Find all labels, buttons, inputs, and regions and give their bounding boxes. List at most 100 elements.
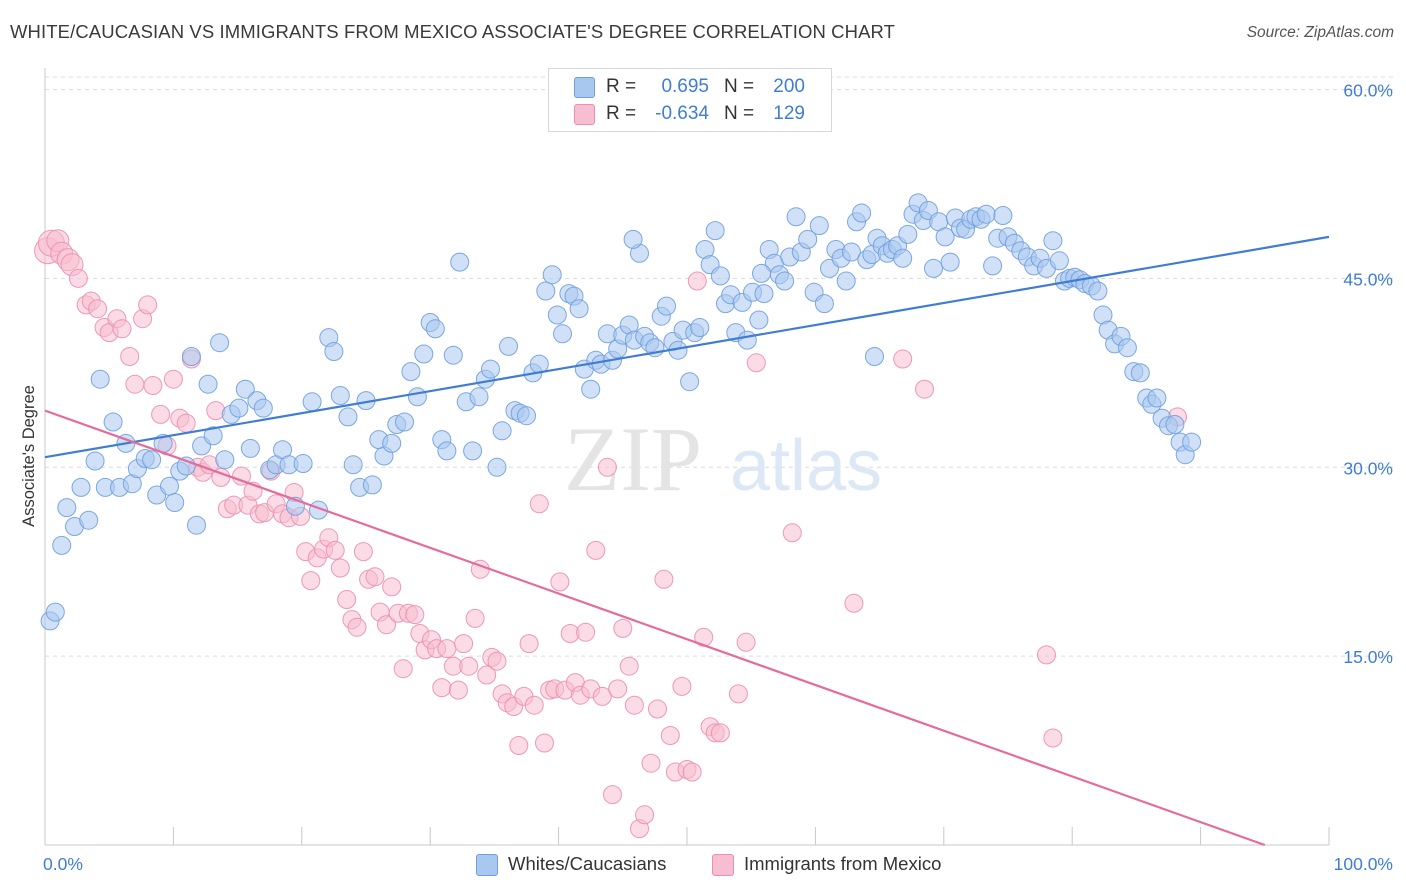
data-point <box>657 296 676 316</box>
series-legend: Whites/Caucasians Immigrants from Mexico <box>0 852 1406 878</box>
data-point <box>786 207 806 227</box>
trend-lines <box>44 235 1330 847</box>
data-point <box>45 602 65 622</box>
data-point <box>215 450 235 470</box>
data-point <box>88 299 108 319</box>
data-point <box>1165 415 1185 434</box>
legend-r-label: R = <box>606 76 637 97</box>
legend-label: Whites/Caucasians <box>508 853 667 874</box>
legend-r-label: R = <box>606 103 637 124</box>
trend-line-whites <box>44 235 1330 459</box>
data-point <box>893 248 913 268</box>
data-point <box>125 374 145 394</box>
y-tick-labels: 15.0% 30.0% 45.0% 60.0% <box>1343 81 1393 668</box>
data-point <box>898 224 918 244</box>
data-point <box>401 362 421 382</box>
data-point <box>1049 251 1069 271</box>
data-point <box>603 785 622 805</box>
data-point <box>737 330 757 350</box>
data-point <box>592 686 612 706</box>
data-point <box>623 229 643 249</box>
series-immigrants-from-mexico <box>34 229 1187 839</box>
data-point <box>542 265 562 285</box>
data-point <box>138 295 158 315</box>
data-point <box>232 466 251 486</box>
data-point <box>1037 645 1056 665</box>
y-tick-label: 60.0% <box>1343 81 1393 101</box>
data-point <box>641 753 661 773</box>
x-tick-label: 100.0% <box>1334 854 1393 874</box>
data-point <box>798 229 818 249</box>
data-point <box>240 438 260 458</box>
data-point <box>775 271 795 291</box>
data-point <box>120 347 140 366</box>
data-point <box>841 242 861 262</box>
data-point <box>203 426 223 446</box>
data-point <box>302 392 322 412</box>
data-point <box>52 535 72 555</box>
data-point <box>454 634 474 654</box>
data-point <box>635 805 655 825</box>
data-point <box>448 680 468 700</box>
data-point <box>163 369 183 389</box>
data-point <box>469 387 489 407</box>
data-point <box>463 441 483 461</box>
data-point <box>393 659 413 679</box>
watermark: ZIP atlas <box>564 408 882 510</box>
data-point <box>517 406 536 426</box>
data-point <box>654 569 674 589</box>
source-label: Source: ZipAtlas.com <box>1246 24 1394 41</box>
data-point <box>477 665 497 685</box>
data-point <box>935 227 955 247</box>
trend-line-mexico <box>44 409 1266 847</box>
data-point <box>198 374 218 394</box>
data-point <box>160 476 179 496</box>
data-point <box>437 441 457 461</box>
data-point <box>680 372 700 392</box>
data-point <box>338 407 358 427</box>
data-point <box>746 353 766 373</box>
data-point <box>210 333 230 353</box>
data-point <box>613 618 633 638</box>
data-point <box>1043 231 1063 251</box>
data-point <box>330 386 350 405</box>
data-point <box>660 726 680 745</box>
data-point <box>749 310 769 330</box>
data-point <box>1130 363 1150 383</box>
data-point <box>432 678 452 698</box>
data-point <box>682 762 702 782</box>
chart-title: WHITE/CAUCASIAN VS IMMIGRANTS FROM MEXIC… <box>10 21 896 42</box>
data-point <box>112 319 132 339</box>
data-point <box>450 252 470 272</box>
data-point <box>924 258 943 278</box>
legend-swatch-pink <box>574 104 595 125</box>
data-point <box>581 379 601 399</box>
legend-r-value: -0.634 <box>655 103 709 124</box>
data-point <box>142 450 162 470</box>
legend-r-value: 0.695 <box>661 76 709 97</box>
data-point <box>103 412 123 432</box>
data-point <box>68 268 88 288</box>
data-point <box>809 216 829 236</box>
data-point <box>377 615 396 635</box>
y-tick-label: 15.0% <box>1343 647 1393 667</box>
data-point <box>443 345 463 365</box>
legend-swatch-pink <box>712 854 734 876</box>
data-point <box>395 412 414 432</box>
data-point <box>524 695 544 715</box>
data-point <box>71 477 91 497</box>
data-point <box>353 542 373 562</box>
data-point <box>499 336 518 356</box>
data-point <box>893 349 913 369</box>
watermark-zip: ZIP <box>564 408 702 510</box>
data-point <box>976 204 996 224</box>
data-point <box>362 475 382 495</box>
data-point <box>597 457 617 477</box>
data-point <box>690 318 710 337</box>
data-point <box>1043 728 1063 748</box>
data-point <box>586 540 606 560</box>
y-tick-label: 30.0% <box>1343 458 1393 478</box>
data-point <box>293 454 313 473</box>
legend-swatch-blue <box>574 77 595 98</box>
